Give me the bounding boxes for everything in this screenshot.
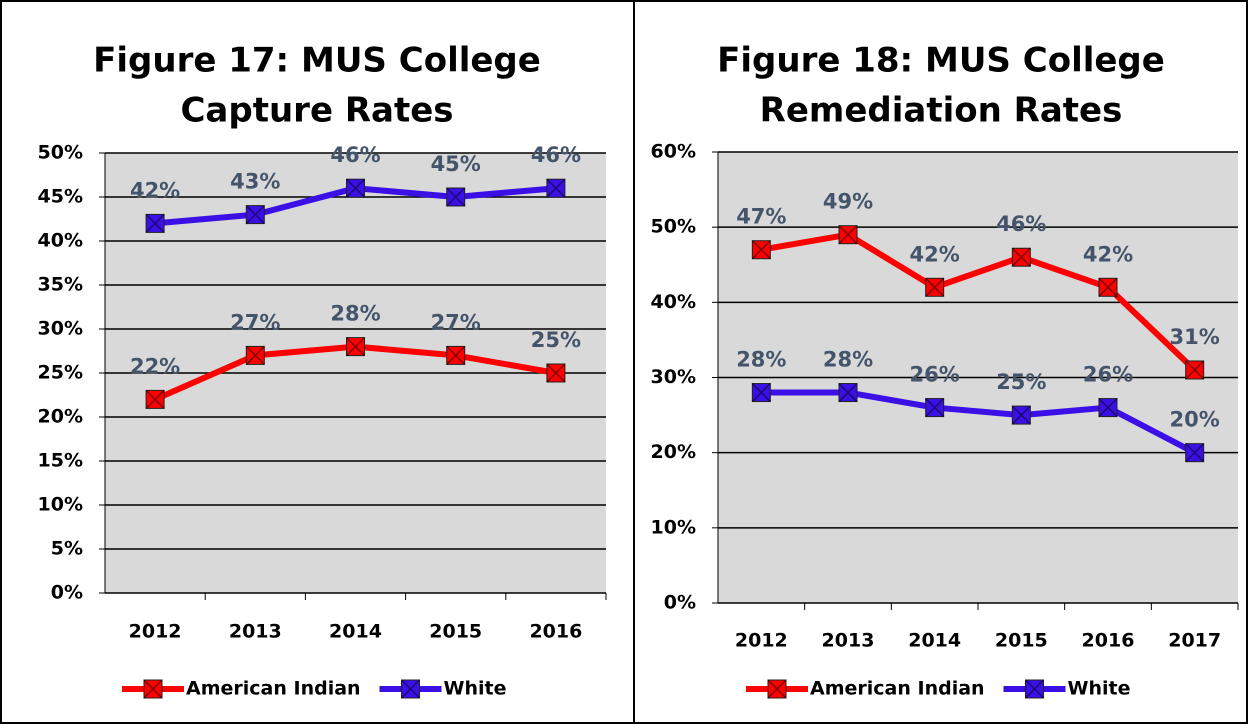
y-tick-label: 60%	[651, 141, 696, 163]
marker-shade	[245, 345, 265, 365]
y-tick-label: 30%	[651, 366, 696, 388]
marker-shade	[143, 679, 163, 699]
y-tick-label: 35%	[38, 274, 83, 296]
marker-shade	[751, 240, 771, 260]
data-label: 22%	[130, 354, 180, 378]
marker-shade	[345, 178, 366, 198]
marker-shade	[1024, 679, 1045, 699]
data-label: 45%	[431, 152, 481, 176]
y-tick-label: 20%	[38, 406, 83, 428]
marker-shade	[546, 363, 566, 383]
x-tick-label: 2014	[908, 630, 961, 652]
chart-title: Figure 17: MUS College	[93, 41, 541, 81]
marker-shade	[1098, 277, 1118, 297]
x-tick-label: 2017	[1168, 630, 1221, 652]
x-tick-label: 2016	[1082, 630, 1135, 652]
x-tick-label: 2016	[529, 621, 582, 643]
data-label: 42%	[910, 242, 960, 266]
marker-shade	[1011, 405, 1031, 425]
marker-shade	[245, 205, 265, 225]
series-line	[760, 231, 1197, 373]
data-label: 28%	[823, 348, 873, 372]
data-label: 49%	[823, 190, 873, 214]
x-tick-label: 2013	[229, 621, 282, 643]
marker-shade	[838, 383, 858, 403]
legend-label: White	[444, 678, 507, 700]
data-label: 26%	[910, 363, 960, 387]
data-label: 47%	[736, 205, 786, 229]
marker-shade	[1098, 398, 1118, 418]
data-label: 28%	[736, 348, 786, 372]
legend-label: White	[1068, 678, 1131, 700]
y-tick-label: 10%	[38, 494, 83, 516]
marker-shade	[446, 345, 466, 365]
series-line	[761, 389, 1197, 456]
marker-shade	[400, 679, 421, 699]
marker-shade	[546, 178, 566, 198]
chart-title: Remediation Rates	[760, 91, 1123, 131]
data-label: 27%	[230, 310, 280, 334]
y-tick-label: 15%	[38, 450, 83, 472]
marker-shade	[145, 213, 165, 233]
y-tick-label: 45%	[38, 186, 83, 208]
marker-shade	[1011, 247, 1031, 267]
marker-shade	[145, 389, 165, 409]
legend-label: American Indian	[186, 678, 361, 700]
marker-shade	[1185, 443, 1205, 463]
x-tick-label: 2015	[995, 630, 1048, 652]
y-tick-label: 20%	[651, 441, 696, 463]
legend-label: American Indian	[810, 678, 985, 700]
y-tick-label: 50%	[38, 142, 83, 164]
data-label: 28%	[330, 302, 380, 326]
y-tick-label: 5%	[51, 538, 83, 560]
y-tick-label: 0%	[664, 592, 696, 614]
data-label: 26%	[1083, 363, 1133, 387]
y-tick-label: 50%	[651, 216, 696, 238]
data-label: 31%	[1170, 325, 1220, 349]
y-tick-label: 40%	[651, 291, 696, 313]
y-tick-label: 10%	[651, 516, 696, 538]
chart-title: Figure 18: MUS College	[717, 41, 1165, 81]
data-label: 46%	[531, 143, 581, 167]
data-label: 43%	[230, 170, 280, 194]
data-label: 20%	[1170, 408, 1220, 432]
marker-shade	[345, 337, 366, 357]
x-tick-label: 2015	[429, 621, 482, 643]
data-label: 25%	[996, 370, 1046, 394]
data-label: 27%	[431, 310, 481, 334]
y-tick-label: 30%	[38, 318, 83, 340]
y-tick-label: 0%	[51, 582, 83, 604]
marker-shade	[838, 225, 858, 245]
x-tick-label: 2014	[329, 621, 382, 643]
data-label: 25%	[531, 328, 581, 352]
marker-shade	[751, 383, 771, 403]
data-label: 42%	[1083, 242, 1133, 266]
y-tick-label: 40%	[38, 230, 83, 252]
x-tick-label: 2012	[129, 621, 182, 643]
marker-shade	[446, 187, 466, 207]
data-label: 42%	[130, 178, 180, 202]
x-tick-label: 2013	[822, 630, 875, 652]
marker-shade	[925, 398, 945, 418]
marker-shade	[767, 679, 787, 699]
chart-title: Capture Rates	[180, 91, 453, 131]
x-tick-label: 2012	[735, 630, 788, 652]
marker-shade	[925, 277, 945, 297]
data-label: 46%	[996, 212, 1046, 236]
y-tick-label: 25%	[38, 362, 83, 384]
marker-shade	[1185, 360, 1205, 380]
data-label: 46%	[330, 143, 380, 167]
